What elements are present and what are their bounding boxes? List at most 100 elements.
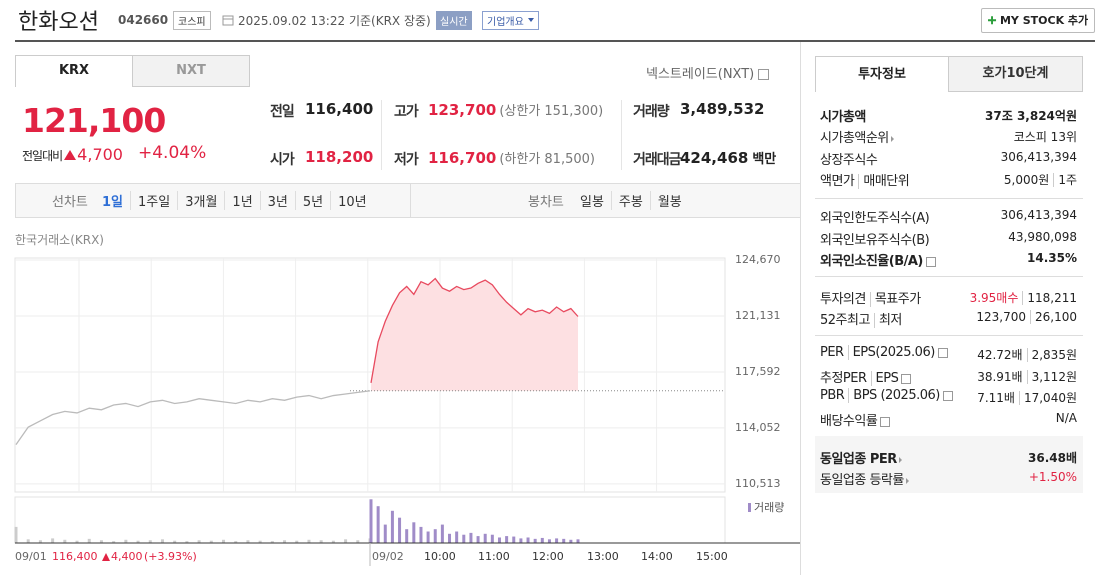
info-value: N/A bbox=[1055, 411, 1077, 425]
info-values: 38.91배 3,112원 bbox=[977, 368, 1077, 385]
volume-bar bbox=[555, 538, 559, 543]
header-rule bbox=[15, 40, 1095, 42]
info-tab-active[interactable]: 투자정보 bbox=[815, 56, 949, 92]
time-label: 12:00 bbox=[532, 550, 564, 563]
volume-bar bbox=[258, 540, 262, 543]
info-values: 14.35% bbox=[1027, 251, 1077, 265]
info-value: 코스피 13위 bbox=[1013, 130, 1077, 144]
volume-bar bbox=[390, 510, 394, 543]
candle-list: 일봉 주봉 월봉 bbox=[573, 191, 689, 210]
volume-bar bbox=[112, 541, 116, 543]
info-value: 37조 3,824억원 bbox=[985, 109, 1077, 123]
toolbar-item[interactable]: 3년 bbox=[259, 191, 295, 210]
info-value: 3.95매수 bbox=[969, 291, 1019, 305]
change-line: 전일대비 4,700 bbox=[22, 145, 123, 164]
volume-bar bbox=[75, 540, 79, 543]
stat-label: 거래량 bbox=[633, 104, 670, 120]
info-values: 42.72배 2,835원 bbox=[977, 346, 1077, 363]
up-arrow bbox=[64, 150, 77, 160]
info-label-part: 시가총액 bbox=[820, 110, 866, 125]
volume-bar bbox=[234, 541, 238, 543]
toolbar-item[interactable]: 1일 bbox=[102, 195, 124, 210]
candle-chart-label: 봉차트 bbox=[528, 195, 564, 210]
market-tab-active[interactable]: KRX bbox=[15, 55, 133, 87]
toolbar-item[interactable]: 5년 bbox=[294, 191, 330, 210]
volume-bar bbox=[14, 526, 18, 543]
info-values: 3.95매수 118,211 bbox=[970, 289, 1077, 306]
volume-bar bbox=[569, 539, 573, 543]
info-value: 36.48배 bbox=[1028, 451, 1077, 465]
up-arrow bbox=[102, 553, 110, 561]
info-label-part: BPS (2025.06) bbox=[848, 388, 940, 403]
stat-label: 저가 bbox=[394, 152, 419, 168]
info-label-part: 동일업종 등락률 bbox=[820, 473, 904, 488]
price-line bbox=[15, 390, 371, 445]
time-label: 13:00 bbox=[587, 550, 619, 563]
help-icon bbox=[937, 347, 948, 358]
realtime-badge[interactable]: 실시간 bbox=[436, 11, 472, 30]
toolbar-item[interactable]: 1주일 bbox=[130, 191, 177, 210]
volume-legend-swatch bbox=[748, 503, 751, 512]
help-icon bbox=[901, 373, 912, 384]
toolbar-item[interactable]: 주봉 bbox=[610, 191, 650, 210]
volume-bar bbox=[209, 540, 213, 543]
period-list: 1일 1주일 3개월 1년 3년 5년 10년 bbox=[95, 191, 374, 210]
info-values: 306,413,394 bbox=[1001, 208, 1077, 222]
info-label: 동일업종 PER bbox=[820, 448, 905, 467]
volume-bar bbox=[497, 537, 501, 543]
info-values: 코스피 13위 bbox=[1014, 128, 1077, 145]
volume-bar bbox=[455, 531, 459, 543]
volume-bar bbox=[124, 539, 128, 543]
day-label: 09/01 bbox=[15, 550, 47, 563]
volume-bar bbox=[540, 537, 544, 543]
market-tab[interactable]: NXT bbox=[132, 55, 250, 87]
info-label-part: 52주최고 bbox=[820, 313, 870, 328]
volume-bar bbox=[433, 529, 437, 543]
stat-value-group: 116,400 bbox=[305, 100, 373, 118]
calendar-icon bbox=[222, 15, 234, 26]
help-icon bbox=[925, 256, 936, 267]
volume-bar bbox=[51, 538, 55, 543]
toolbar-item[interactable]: 3개월 bbox=[177, 191, 224, 210]
toolbar-divider bbox=[410, 184, 411, 217]
price-area bbox=[371, 278, 578, 391]
help-icon bbox=[942, 390, 953, 401]
info-label-part: EPS(2025.06) bbox=[847, 345, 935, 360]
info-value: 14.35% bbox=[1027, 251, 1077, 265]
current-price: 121,100 bbox=[22, 101, 166, 140]
toolbar-item[interactable]: 10년 bbox=[330, 191, 374, 210]
toolbar-item[interactable]: 월봉 bbox=[649, 191, 689, 210]
info-label-part: PBR bbox=[820, 388, 845, 403]
volume-legend: 거래량 bbox=[754, 501, 784, 514]
volume-bar bbox=[283, 540, 287, 543]
toolbar-item[interactable]: 일봉 bbox=[580, 195, 604, 210]
volume-bar bbox=[369, 499, 373, 543]
info-label: 시가총액 bbox=[820, 106, 866, 125]
info-label-part: 외국인보유주식수(B) bbox=[820, 233, 930, 248]
arrow-icon bbox=[890, 136, 897, 142]
volume-bar bbox=[160, 539, 164, 543]
info-label: 시가총액순위 bbox=[820, 127, 897, 146]
volume-bar bbox=[197, 540, 201, 543]
market-badge: 코스피 bbox=[173, 11, 211, 30]
day-change: 4,400 bbox=[111, 550, 143, 563]
info-tab[interactable]: 호가10단계 bbox=[948, 56, 1083, 92]
my-stock-button[interactable]: ➕︎ MY STOCK 추가 bbox=[981, 8, 1095, 33]
arrow-icon bbox=[905, 478, 912, 484]
info-label: 상장주식수 bbox=[820, 149, 878, 168]
info-values: 43,980,098 bbox=[1008, 230, 1077, 244]
toolbar-item[interactable]: 1년 bbox=[224, 191, 259, 210]
info-label: 추정PER EPS bbox=[820, 367, 912, 386]
stat-label: 거래대금 bbox=[633, 152, 682, 168]
line-chart-label: 선차트 bbox=[52, 195, 88, 210]
volume-bar bbox=[476, 536, 480, 543]
info-value: 43,980,098 bbox=[1008, 230, 1077, 244]
volume-bar bbox=[547, 539, 551, 543]
info-value: 1주 bbox=[1053, 173, 1077, 187]
info-values: 5,000원 1주 bbox=[1004, 171, 1077, 188]
change-value: 4,700 bbox=[77, 145, 123, 164]
stat-note: (하한가 81,500) bbox=[499, 152, 595, 167]
nxt-link[interactable]: 넥스트레이드(NXT) bbox=[646, 63, 770, 82]
info-label-part: 외국인한도주식수(A) bbox=[820, 211, 930, 226]
company-info-dropdown[interactable]: 기업개요 bbox=[482, 11, 539, 30]
